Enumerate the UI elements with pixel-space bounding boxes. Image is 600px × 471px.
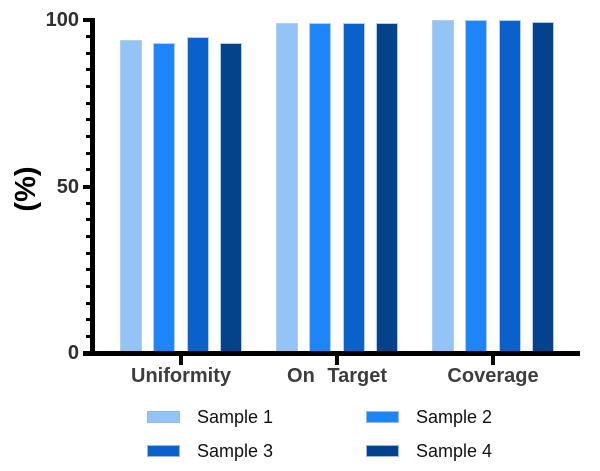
y-minor-tick-95 bbox=[86, 35, 92, 39]
legend-label-sample-2: Sample 2 bbox=[416, 407, 493, 427]
y-axis-line bbox=[90, 18, 95, 356]
y-minor-tick-40 bbox=[86, 218, 92, 222]
y-major-tick-50 bbox=[83, 184, 92, 189]
category-label-coverage: Coverage bbox=[447, 365, 539, 387]
y-minor-tick-90 bbox=[86, 51, 92, 55]
y-minor-tick-65 bbox=[86, 135, 92, 139]
y-minor-tick-80 bbox=[86, 85, 92, 89]
y-minor-tick-20 bbox=[86, 284, 92, 288]
bar-on-target-sample-2 bbox=[309, 23, 332, 352]
x-axis-line bbox=[83, 350, 580, 356]
legend-label-sample-3: Sample 3 bbox=[197, 441, 274, 461]
legend-swatch-sample-1 bbox=[147, 411, 180, 423]
legend-swatch-sample-2 bbox=[366, 411, 399, 423]
y-tick-label-50: 50 bbox=[56, 175, 79, 198]
bar-coverage-sample-1 bbox=[431, 20, 454, 352]
bar-on-target-sample-4 bbox=[376, 23, 399, 352]
y-minor-tick-85 bbox=[86, 68, 92, 72]
y-axis-title: (%) bbox=[10, 166, 42, 212]
y-minor-tick-45 bbox=[86, 201, 92, 205]
y-minor-tick-75 bbox=[86, 101, 92, 105]
bar-coverage-sample-3 bbox=[498, 20, 521, 352]
y-minor-tick-25 bbox=[86, 268, 92, 272]
legend-swatch-sample-4 bbox=[366, 445, 399, 457]
y-minor-tick-60 bbox=[86, 151, 92, 155]
x-tick-uniformity bbox=[179, 355, 183, 365]
plot-area: Uniformity On Target Coverage 0 50 100 bbox=[45, 9, 580, 387]
category-label-uniformity: Uniformity bbox=[131, 365, 231, 387]
bar-coverage-sample-2 bbox=[465, 20, 488, 352]
y-minor-tick-15 bbox=[86, 301, 92, 305]
bar-on-target-sample-3 bbox=[342, 23, 365, 352]
y-minor-tick-55 bbox=[86, 168, 92, 172]
y-major-tick-100 bbox=[83, 18, 92, 22]
y-minor-tick-30 bbox=[86, 251, 92, 255]
legend: Sample 1 Sample 2 Sample 3 Sample 4 bbox=[0, 400, 600, 471]
x-tick-on-target bbox=[335, 355, 339, 365]
y-minor-tick-35 bbox=[86, 234, 92, 238]
bar-uniformity-sample-1 bbox=[119, 39, 142, 352]
y-major-tick-0 bbox=[83, 351, 92, 355]
y-minor-tick-70 bbox=[86, 118, 92, 122]
y-tick-label-100: 100 bbox=[45, 9, 79, 31]
legend-label-sample-1: Sample 1 bbox=[197, 407, 274, 427]
bar-on-target-sample-1 bbox=[275, 23, 298, 352]
y-minor-tick-10 bbox=[86, 318, 92, 322]
legend-label-sample-4: Sample 4 bbox=[416, 441, 493, 461]
bar-uniformity-sample-3 bbox=[186, 36, 209, 352]
y-tick-label-0: 0 bbox=[67, 342, 79, 364]
bar-uniformity-sample-2 bbox=[153, 43, 176, 352]
legend-swatch-sample-3 bbox=[147, 445, 180, 457]
y-minor-tick-5 bbox=[86, 334, 92, 338]
bar-uniformity-sample-4 bbox=[220, 43, 243, 352]
bar-coverage-sample-4 bbox=[532, 21, 555, 352]
category-label-on-target: On Target bbox=[287, 365, 387, 387]
x-tick-coverage bbox=[491, 355, 495, 365]
